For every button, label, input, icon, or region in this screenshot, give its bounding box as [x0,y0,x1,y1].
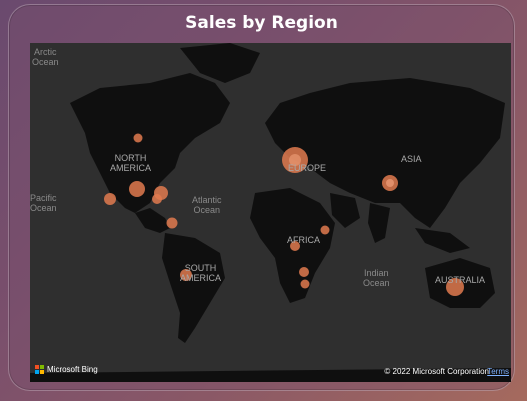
sales-bubbles [104,133,464,296]
landmass-india [368,203,390,243]
landmass-central-america [135,208,170,233]
bubble-europe-inner [289,154,301,166]
copyright-text: © 2022 Microsoft Corporation [384,367,489,376]
world-map [30,43,511,382]
label-africa: AFRICA [287,235,321,245]
landmass-greenland [180,43,260,83]
label-atlantic-ocean: Atlantic Ocean [192,195,222,215]
map-card: Sales by Region [8,4,515,391]
label-europe: EUROPE [288,163,327,173]
bubble-us-west[interactable] [104,193,116,205]
bubble-africa-south-1[interactable] [299,267,309,277]
landmass-antarctica [30,368,511,382]
bing-logo[interactable]: Microsoft Bing [35,365,98,374]
landmass-arabia [330,193,360,228]
bing-provider-label: Microsoft Bing [47,365,98,374]
bubble-us-southeast[interactable] [152,194,162,204]
chart-title: Sales by Region [185,13,338,33]
landmass-north-america [70,73,230,213]
microsoft-logo-icon [35,365,44,374]
label-north-america: NORTH AMERICA [110,153,152,173]
label-indian-ocean: Indian Ocean [363,268,390,288]
bubble-africa-south-2[interactable] [300,279,310,289]
landmass-eurasia [265,78,505,228]
bubble-us-central[interactable] [129,181,145,197]
bubble-africa-east[interactable] [320,225,330,235]
terms-link[interactable]: Terms [487,367,509,376]
bubble-canada[interactable] [133,133,143,143]
bubble-asia-inner [386,179,394,187]
bubble-africa-central[interactable] [290,241,300,251]
label-south-america: SOUTH AMERICA [180,263,222,283]
bubble-south-america[interactable] [180,269,192,281]
label-australia: AUSTRALIA [435,275,486,285]
bubble-australia[interactable] [446,278,464,296]
bubble-caribbean[interactable] [166,217,178,229]
label-pacific-ocean: Pacific Ocean [30,193,57,213]
landmass-se-asia [415,228,470,253]
landmass-south-america [162,233,225,343]
label-asia: ASIA [401,154,422,164]
bing-map[interactable]: Arctic Ocean NORTH AMERICA Pacific Ocean… [30,43,511,382]
label-arctic-ocean: Arctic Ocean [32,47,59,67]
